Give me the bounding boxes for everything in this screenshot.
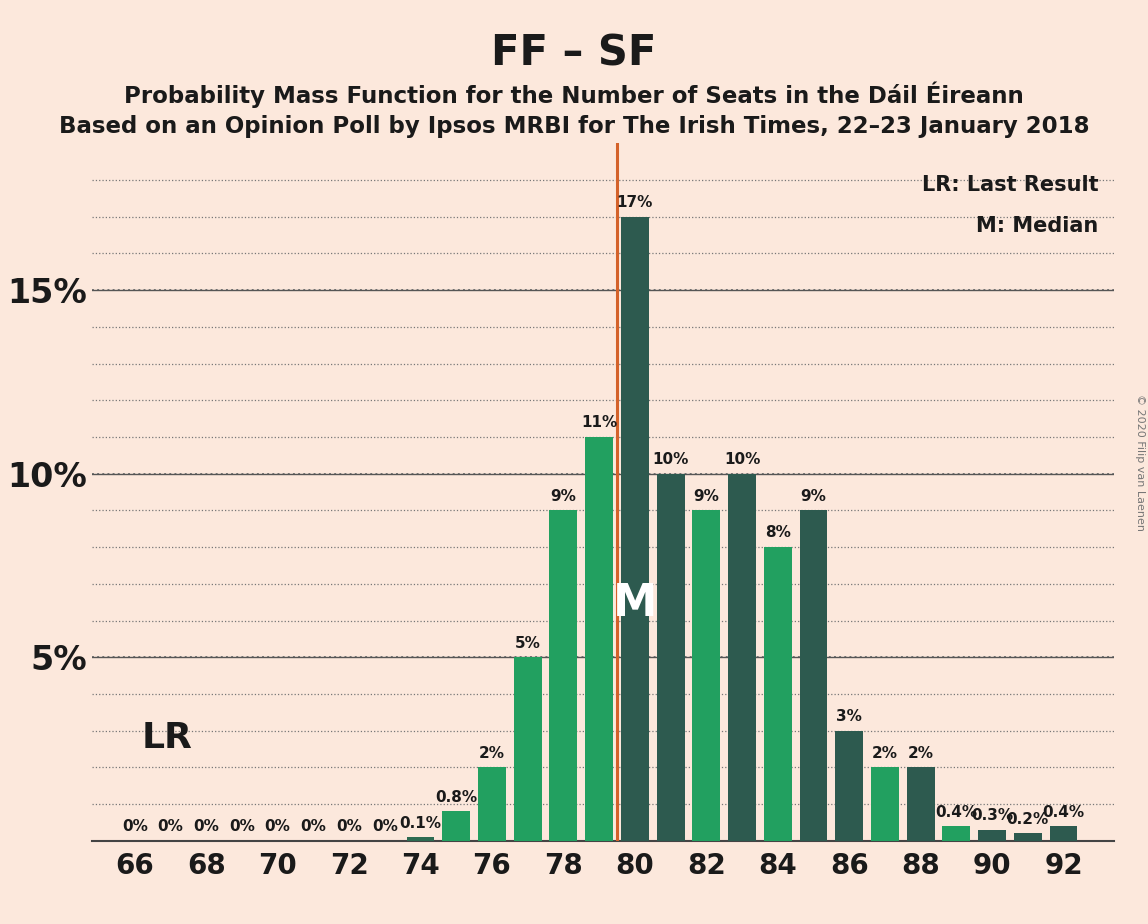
Text: M: Median: M: Median	[976, 216, 1099, 237]
Text: 11%: 11%	[581, 416, 618, 431]
Bar	[763, 547, 792, 841]
Bar	[478, 768, 506, 841]
Text: 0%: 0%	[372, 820, 397, 834]
Text: 0.4%: 0.4%	[936, 805, 977, 820]
Bar	[550, 510, 577, 841]
Bar	[585, 437, 613, 841]
Text: LR: LR	[142, 721, 193, 755]
Text: 0%: 0%	[157, 820, 184, 834]
Bar	[657, 474, 684, 841]
Text: 0.4%: 0.4%	[1042, 805, 1085, 820]
Bar	[978, 830, 1006, 841]
Text: 10%: 10%	[724, 452, 760, 467]
Text: Probability Mass Function for the Number of Seats in the Dáil Éireann: Probability Mass Function for the Number…	[124, 81, 1024, 108]
Bar	[1014, 833, 1041, 841]
Bar	[621, 216, 649, 841]
Text: 2%: 2%	[872, 746, 898, 760]
Text: 8%: 8%	[765, 526, 791, 541]
Bar	[692, 510, 720, 841]
Text: 2%: 2%	[479, 746, 505, 760]
Bar	[943, 826, 970, 841]
Text: 0.8%: 0.8%	[435, 790, 478, 805]
Text: LR: Last Result: LR: Last Result	[922, 175, 1099, 195]
Bar	[514, 657, 542, 841]
Text: 17%: 17%	[616, 195, 653, 210]
Text: 9%: 9%	[693, 489, 720, 504]
Text: 0%: 0%	[122, 820, 148, 834]
Text: 0%: 0%	[193, 820, 219, 834]
Text: 0%: 0%	[301, 820, 326, 834]
Bar	[1049, 826, 1078, 841]
Text: 9%: 9%	[800, 489, 827, 504]
Bar	[728, 474, 755, 841]
Text: 0.3%: 0.3%	[971, 808, 1014, 823]
Bar	[836, 731, 863, 841]
Bar	[442, 811, 471, 841]
Text: 0%: 0%	[265, 820, 290, 834]
Text: 0%: 0%	[228, 820, 255, 834]
Text: 9%: 9%	[550, 489, 576, 504]
Bar	[406, 837, 434, 841]
Text: 0.1%: 0.1%	[400, 816, 442, 831]
Bar	[871, 768, 899, 841]
Text: 3%: 3%	[836, 709, 862, 724]
Text: 10%: 10%	[652, 452, 689, 467]
Text: 0.2%: 0.2%	[1007, 812, 1049, 827]
Text: FF – SF: FF – SF	[491, 32, 657, 74]
Text: 2%: 2%	[908, 746, 933, 760]
Bar	[799, 510, 828, 841]
Text: M: M	[613, 582, 657, 626]
Text: 0%: 0%	[336, 820, 362, 834]
Bar	[907, 768, 934, 841]
Text: 5%: 5%	[514, 636, 541, 650]
Text: Based on an Opinion Poll by Ipsos MRBI for The Irish Times, 22–23 January 2018: Based on an Opinion Poll by Ipsos MRBI f…	[59, 116, 1089, 139]
Text: © 2020 Filip van Laenen: © 2020 Filip van Laenen	[1134, 394, 1145, 530]
